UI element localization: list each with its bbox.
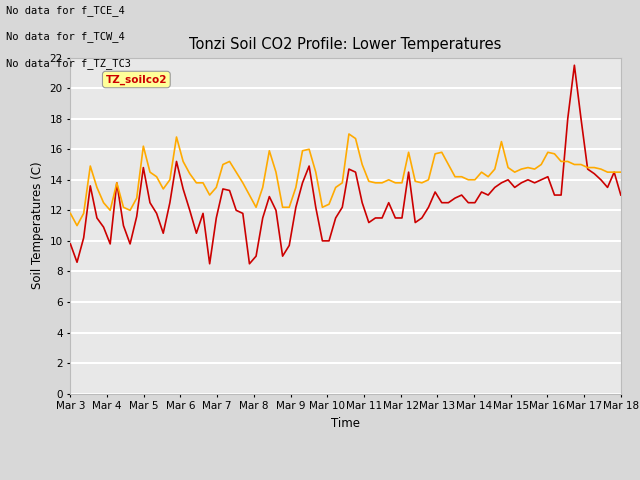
Text: No data for f_TCW_4: No data for f_TCW_4 xyxy=(6,31,125,42)
Text: TZ_soilco2: TZ_soilco2 xyxy=(106,74,167,84)
Title: Tonzi Soil CO2 Profile: Lower Temperatures: Tonzi Soil CO2 Profile: Lower Temperatur… xyxy=(189,37,502,52)
Text: No data for f_TCE_4: No data for f_TCE_4 xyxy=(6,5,125,16)
Text: No data for f_TZ_TC3: No data for f_TZ_TC3 xyxy=(6,58,131,69)
Y-axis label: Soil Temperatures (C): Soil Temperatures (C) xyxy=(31,162,44,289)
X-axis label: Time: Time xyxy=(331,417,360,430)
